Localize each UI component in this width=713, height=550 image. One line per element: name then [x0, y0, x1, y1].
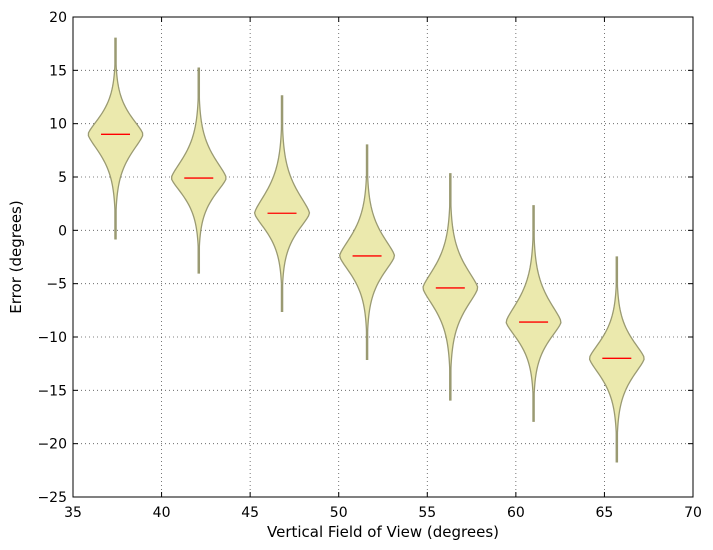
x-tick-label: 50: [330, 505, 348, 521]
violin-body: [588, 256, 645, 463]
violins: [87, 37, 645, 463]
axis-ticks: 35 40 45 50 55 60 65 70 −25 −20 −15 −10 −5 0 5 10 15 20: [37, 10, 701, 521]
x-tick-label: 45: [241, 505, 259, 521]
violin-body: [422, 173, 479, 401]
violin-body: [87, 37, 144, 240]
y-tick-label: −15: [37, 383, 67, 399]
x-tick-label: 40: [153, 505, 171, 521]
y-tick-label: 5: [58, 170, 67, 186]
y-tick-label: −5: [46, 277, 67, 293]
y-tick-label: −10: [37, 330, 67, 346]
x-tick-label: 55: [418, 505, 436, 521]
violin-body: [253, 95, 311, 313]
y-tick-label: −20: [37, 437, 67, 453]
x-axis-label: Vertical Field of View (degrees): [267, 523, 499, 541]
y-tick-label: 0: [58, 223, 67, 239]
x-tick-label: 70: [684, 505, 702, 521]
y-tick-label: 20: [49, 10, 67, 26]
y-tick-label: 10: [49, 117, 67, 133]
y-axis-label: Error (degrees): [7, 200, 25, 313]
x-tick-label: 60: [507, 505, 525, 521]
y-tick-label: −25: [37, 490, 67, 506]
plot-frame: [72, 16, 694, 498]
violin-body: [339, 144, 396, 361]
violin-body: [505, 205, 562, 422]
x-tick-label: 65: [596, 505, 614, 521]
violin-body: [171, 67, 227, 274]
y-tick-label: 15: [49, 63, 67, 79]
x-tick-label: 35: [64, 505, 82, 521]
